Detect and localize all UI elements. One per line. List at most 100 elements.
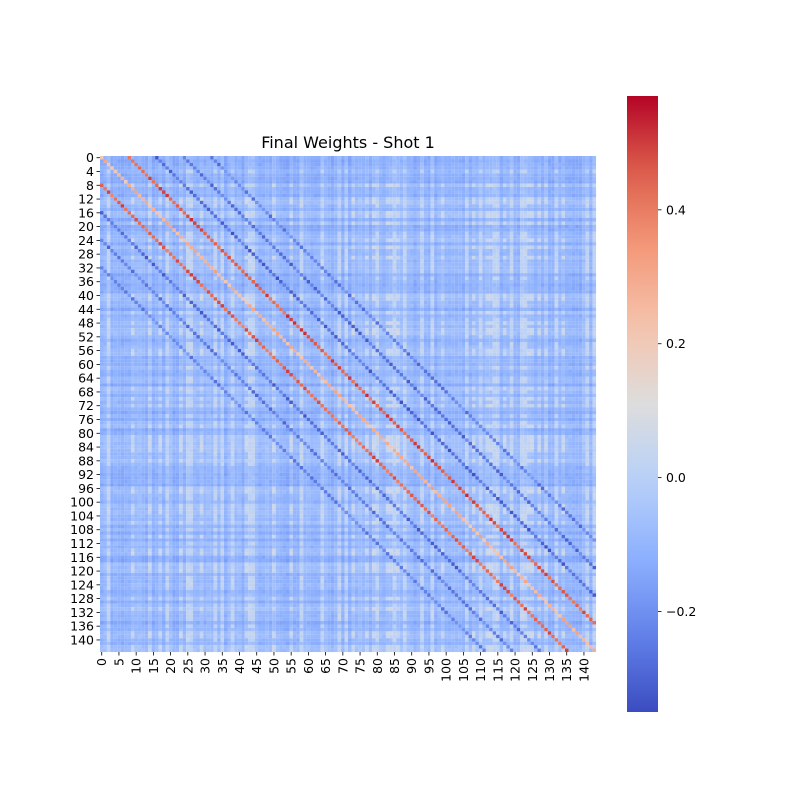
heatmap-cell: [430, 269, 435, 274]
heatmap-cell: [506, 207, 510, 212]
heatmap-cell: [230, 173, 235, 177]
heatmap-cell: [441, 252, 445, 256]
heatmap-cell: [348, 245, 352, 250]
heatmap-cell: [537, 166, 541, 170]
heatmap-cell: [585, 159, 590, 163]
heatmap-cell: [551, 259, 555, 263]
heatmap-cell: [416, 224, 421, 229]
heatmap-cell: [248, 228, 252, 232]
heatmap-cell: [165, 238, 169, 243]
heatmap-cell: [365, 173, 369, 177]
heatmap-cell: [244, 190, 249, 194]
heatmap-cell: [148, 204, 152, 208]
heatmap-cell: [106, 190, 111, 194]
heatmap-cell: [368, 255, 373, 260]
heatmap-cell: [354, 211, 359, 215]
heatmap-cell: [341, 183, 345, 188]
heatmap-cell: [413, 169, 417, 174]
heatmap-cell: [475, 231, 479, 236]
heatmap-cell: [354, 173, 359, 177]
heatmap-cell: [475, 190, 479, 194]
heatmap-cell: [113, 183, 118, 188]
heatmap-cell: [289, 197, 293, 201]
heatmap-cell: [551, 197, 555, 201]
heatmap-cell: [396, 187, 400, 191]
heatmap-cell: [251, 252, 256, 256]
heatmap-cell: [403, 221, 407, 225]
heatmap-cell: [537, 255, 541, 260]
heatmap-cell: [389, 224, 393, 229]
heatmap-cell: [537, 180, 541, 184]
heatmap-cell: [255, 214, 259, 219]
heatmap-cell: [230, 166, 235, 170]
heatmap-cell: [540, 207, 545, 212]
heatmap-cell: [237, 221, 242, 225]
heatmap-cell: [540, 231, 545, 236]
heatmap-cell: [358, 252, 362, 256]
heatmap-cell: [406, 224, 411, 229]
heatmap-cell: [413, 249, 417, 253]
heatmap-cell: [117, 266, 121, 270]
heatmap-cell: [503, 242, 507, 246]
heatmap-cell: [272, 259, 276, 263]
heatmap-cell: [565, 180, 569, 184]
heatmap-cell: [578, 259, 583, 263]
heatmap-cell: [513, 231, 517, 236]
heatmap-cell: [241, 224, 245, 229]
heatmap-cell: [286, 218, 290, 222]
heatmap-cell: [465, 266, 469, 270]
heatmap-cell: [175, 252, 180, 256]
heatmap-cell: [144, 207, 149, 212]
heatmap-cell: [206, 273, 211, 277]
heatmap-cell: [175, 169, 180, 174]
heatmap-cell: [317, 211, 321, 215]
heatmap-cell: [396, 166, 400, 170]
heatmap-cell: [306, 249, 311, 253]
heatmap-cell: [330, 176, 335, 181]
heatmap-cell: [416, 273, 421, 277]
heatmap-cell: [337, 235, 342, 239]
heatmap-cell: [241, 238, 245, 243]
heatmap-cell: [379, 221, 383, 225]
heatmap-cell: [199, 262, 204, 267]
heatmap-cell: [372, 231, 376, 236]
heatmap-cell: [330, 231, 335, 236]
heatmap-cell: [144, 242, 149, 246]
heatmap-cell: [434, 200, 438, 205]
heatmap-cell: [503, 156, 507, 160]
heatmap-cell: [268, 252, 273, 256]
heatmap-cell: [106, 200, 111, 205]
heatmap-cell: [592, 221, 597, 225]
heatmap-cell: [217, 238, 221, 243]
heatmap-cell: [320, 197, 324, 201]
heatmap-cell: [230, 273, 235, 277]
heatmap-cell: [534, 228, 538, 232]
heatmap-cell: [516, 262, 521, 267]
heatmap-cell: [261, 169, 266, 174]
heatmap-cell: [544, 159, 548, 163]
heatmap-cell: [103, 183, 107, 188]
heatmap-cell: [106, 262, 111, 267]
heatmap-cell: [168, 159, 173, 163]
heatmap-cell: [220, 190, 225, 194]
heatmap-cell: [571, 269, 576, 274]
heatmap-cell: [482, 218, 486, 222]
heatmap-cell: [475, 252, 479, 256]
heatmap-cell: [265, 187, 269, 191]
heatmap-cell: [162, 249, 166, 253]
heatmap-cell: [420, 159, 424, 163]
heatmap-cell: [554, 162, 559, 167]
heatmap-cell: [489, 224, 493, 229]
heatmap-cell: [530, 173, 535, 177]
heatmap-cell: [162, 207, 166, 212]
heatmap-cell: [344, 176, 349, 181]
heatmap-cell: [468, 231, 473, 236]
heatmap-cell: [244, 266, 249, 270]
heatmap-cell: [100, 190, 104, 194]
heatmap-cell: [296, 204, 300, 208]
heatmap-cell: [317, 183, 321, 188]
heatmap-cell: [182, 204, 187, 208]
heatmap-cell: [282, 211, 287, 215]
heatmap-cell: [151, 221, 156, 225]
heatmap-cell: [468, 224, 473, 229]
